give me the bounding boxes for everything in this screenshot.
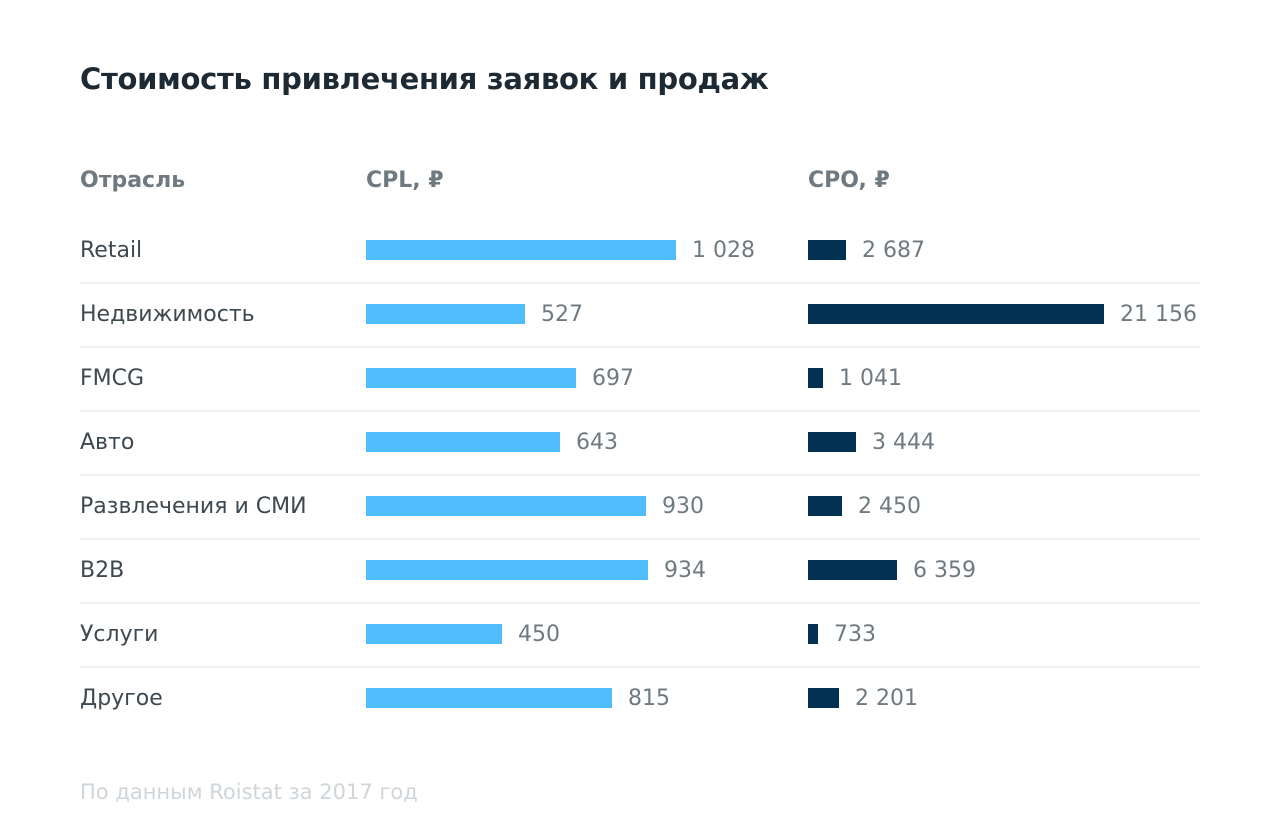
table-row: FMCG 697 1 041 (80, 348, 1200, 412)
industry-label: Развлечения и СМИ (80, 494, 307, 519)
cpl-bar (366, 432, 560, 452)
cpl-value: 815 (628, 686, 670, 711)
cpo-value: 2 687 (862, 238, 925, 263)
header-cpl: CPL, ₽ (366, 168, 444, 193)
cpo-bar (808, 240, 846, 260)
row-divider (80, 474, 1200, 476)
cpl-value: 934 (664, 558, 706, 583)
row-divider (80, 602, 1200, 604)
cpl-value: 643 (576, 430, 618, 455)
table-row: Retail 1 028 2 687 (80, 220, 1200, 284)
cpl-bar (366, 304, 525, 324)
header-cpo: CPO, ₽ (808, 168, 890, 193)
chart-title: Стоимость привлечения заявок и продаж (80, 62, 769, 96)
cpl-value: 450 (518, 622, 560, 647)
industry-label: Услуги (80, 622, 159, 647)
cpo-value: 733 (834, 622, 876, 647)
cpl-bar (366, 560, 648, 580)
cpo-bar (808, 560, 897, 580)
cpo-value: 1 041 (839, 366, 902, 391)
cpo-bar (808, 368, 823, 388)
row-divider (80, 538, 1200, 540)
row-divider (80, 346, 1200, 348)
cpo-bar (808, 624, 818, 644)
row-divider (80, 410, 1200, 412)
industry-label: Retail (80, 238, 143, 263)
cpl-bar (366, 240, 676, 260)
industry-label: B2B (80, 558, 125, 583)
cpo-bar (808, 688, 839, 708)
table-row: Услуги 450 733 (80, 604, 1200, 668)
table-row: Другое 815 2 201 (80, 668, 1200, 732)
cpo-bar (808, 432, 856, 452)
industry-label: Авто (80, 430, 135, 455)
cpo-value: 6 359 (913, 558, 976, 583)
table-row: B2B 934 6 359 (80, 540, 1200, 604)
row-divider (80, 282, 1200, 284)
table-row: Недвижимость 527 21 156 (80, 284, 1200, 348)
cpo-value: 2 201 (855, 686, 918, 711)
row-divider (80, 666, 1200, 668)
cpl-value: 930 (662, 494, 704, 519)
cpl-value: 527 (541, 302, 583, 327)
industry-label: Другое (80, 686, 163, 711)
industry-label: Недвижимость (80, 302, 255, 327)
cpo-bar (808, 496, 842, 516)
cpl-value: 1 028 (692, 238, 755, 263)
header-industry: Отрасль (80, 168, 186, 193)
table-row: Авто 643 3 444 (80, 412, 1200, 476)
cpo-value: 21 156 (1120, 302, 1197, 327)
cpo-bar (808, 304, 1104, 324)
cpl-value: 697 (592, 366, 634, 391)
table-row: Развлечения и СМИ 930 2 450 (80, 476, 1200, 540)
cpl-bar (366, 368, 576, 388)
cpl-bar (366, 624, 502, 644)
cpl-bar (366, 496, 646, 516)
cpo-value: 3 444 (872, 430, 935, 455)
cpl-bar (366, 688, 612, 708)
source-footnote: По данным Roistat за 2017 год (80, 780, 418, 804)
cpo-value: 2 450 (858, 494, 921, 519)
industry-label: FMCG (80, 366, 145, 391)
